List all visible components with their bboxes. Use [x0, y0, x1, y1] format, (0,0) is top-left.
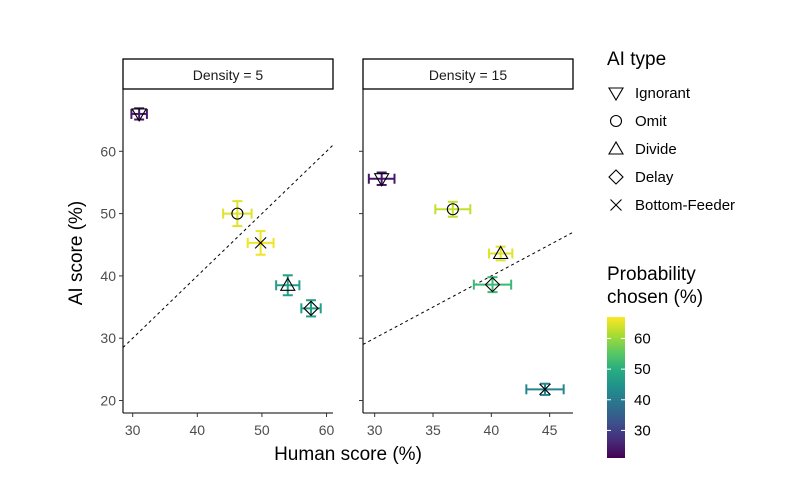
data-point-divide-marker [279, 277, 296, 291]
shape-legend: AI type Ignorant Omit Divide Delay Bottom-Fe… [607, 49, 735, 214]
x-tick-label: 40 [484, 422, 500, 438]
x-axis-title: Human score (%) [274, 444, 422, 465]
color-tick-label: 30 [634, 422, 651, 439]
data-point-divide-marker [492, 245, 509, 260]
data-point-group [300, 299, 322, 318]
panel-2: Density = 15 30 35 40 45 [359, 58, 574, 438]
facet-strip-label: Density = 5 [193, 67, 264, 83]
data-point-group [130, 107, 148, 123]
color-legend-bar [607, 317, 625, 458]
data-point-group [488, 245, 514, 262]
y-tick-label: 30 [100, 330, 116, 346]
x-tick-label: 50 [254, 422, 270, 438]
legend-label-divide: Divide [635, 141, 677, 158]
identity-reference-line [122, 144, 334, 348]
y-tick-label: 40 [100, 268, 116, 284]
legend-label-bottom-feeder: Bottom-Feeder [635, 197, 735, 214]
y-tick-label: 60 [100, 143, 116, 159]
x-tick-label: 45 [542, 422, 558, 438]
x-tick-label: 30 [125, 422, 141, 438]
y-tick-label: 20 [100, 393, 116, 409]
data-point-ignorant-marker [373, 173, 390, 187]
legend-key-diamond-icon [608, 169, 624, 185]
panel-1: Density = 5 20 30 40 50 60 30 40 50 60 [100, 58, 335, 438]
color-tick-label: 60 [634, 330, 651, 347]
facet-strip-label: Density = 15 [429, 67, 507, 83]
data-point-delay-marker [303, 300, 319, 317]
data-point-group [222, 200, 253, 228]
legend-label-delay: Delay [635, 169, 674, 186]
identity-reference-line [362, 231, 574, 345]
y-tick-label: 50 [100, 206, 116, 222]
data-point-group [367, 171, 396, 187]
color-legend-title-line-2: chosen (%) [607, 287, 703, 308]
legend-key-triangle-down-icon [608, 87, 624, 102]
legend-label-omit: Omit [635, 113, 667, 130]
legend-key-cross-icon [610, 199, 622, 211]
shape-legend-title: AI type [607, 49, 666, 70]
x-tick-label: 40 [190, 422, 206, 438]
data-point-group [246, 230, 275, 256]
data-point-omit-marker [446, 203, 459, 216]
color-legend-title-line-1: Probability [607, 264, 696, 285]
data-point-ignorant-marker [131, 108, 148, 123]
data-point-delay-marker [484, 276, 501, 293]
x-tick-label: 35 [425, 422, 441, 438]
panels-layer: Density = 5 20 30 40 50 60 30 40 50 60 Density = 1… [100, 58, 574, 438]
color-tick-label: 40 [634, 392, 651, 409]
x-tick-label: 30 [367, 422, 383, 438]
data-point-group [525, 382, 565, 396]
data-point-group [472, 276, 513, 294]
data-point-bottom-feeder-marker [539, 383, 551, 396]
color-legend: Probability chosen (%) 30 40 50 60 [607, 264, 703, 458]
color-tick-label: 50 [634, 361, 651, 378]
legend-key-circle-icon [609, 114, 623, 128]
data-point-group [434, 200, 472, 218]
facet-strip [122, 58, 334, 90]
legend-key-triangle-up-icon [608, 140, 624, 155]
x-tick-label: 60 [319, 422, 335, 438]
y-axis-title: AI score (%) [66, 201, 87, 306]
data-point-bottom-feeder-marker [254, 237, 267, 249]
legend-label-ignorant: Ignorant [635, 85, 691, 102]
facet-strip [362, 58, 574, 90]
data-point-group [275, 274, 301, 297]
data-point-omit-marker [231, 207, 244, 220]
